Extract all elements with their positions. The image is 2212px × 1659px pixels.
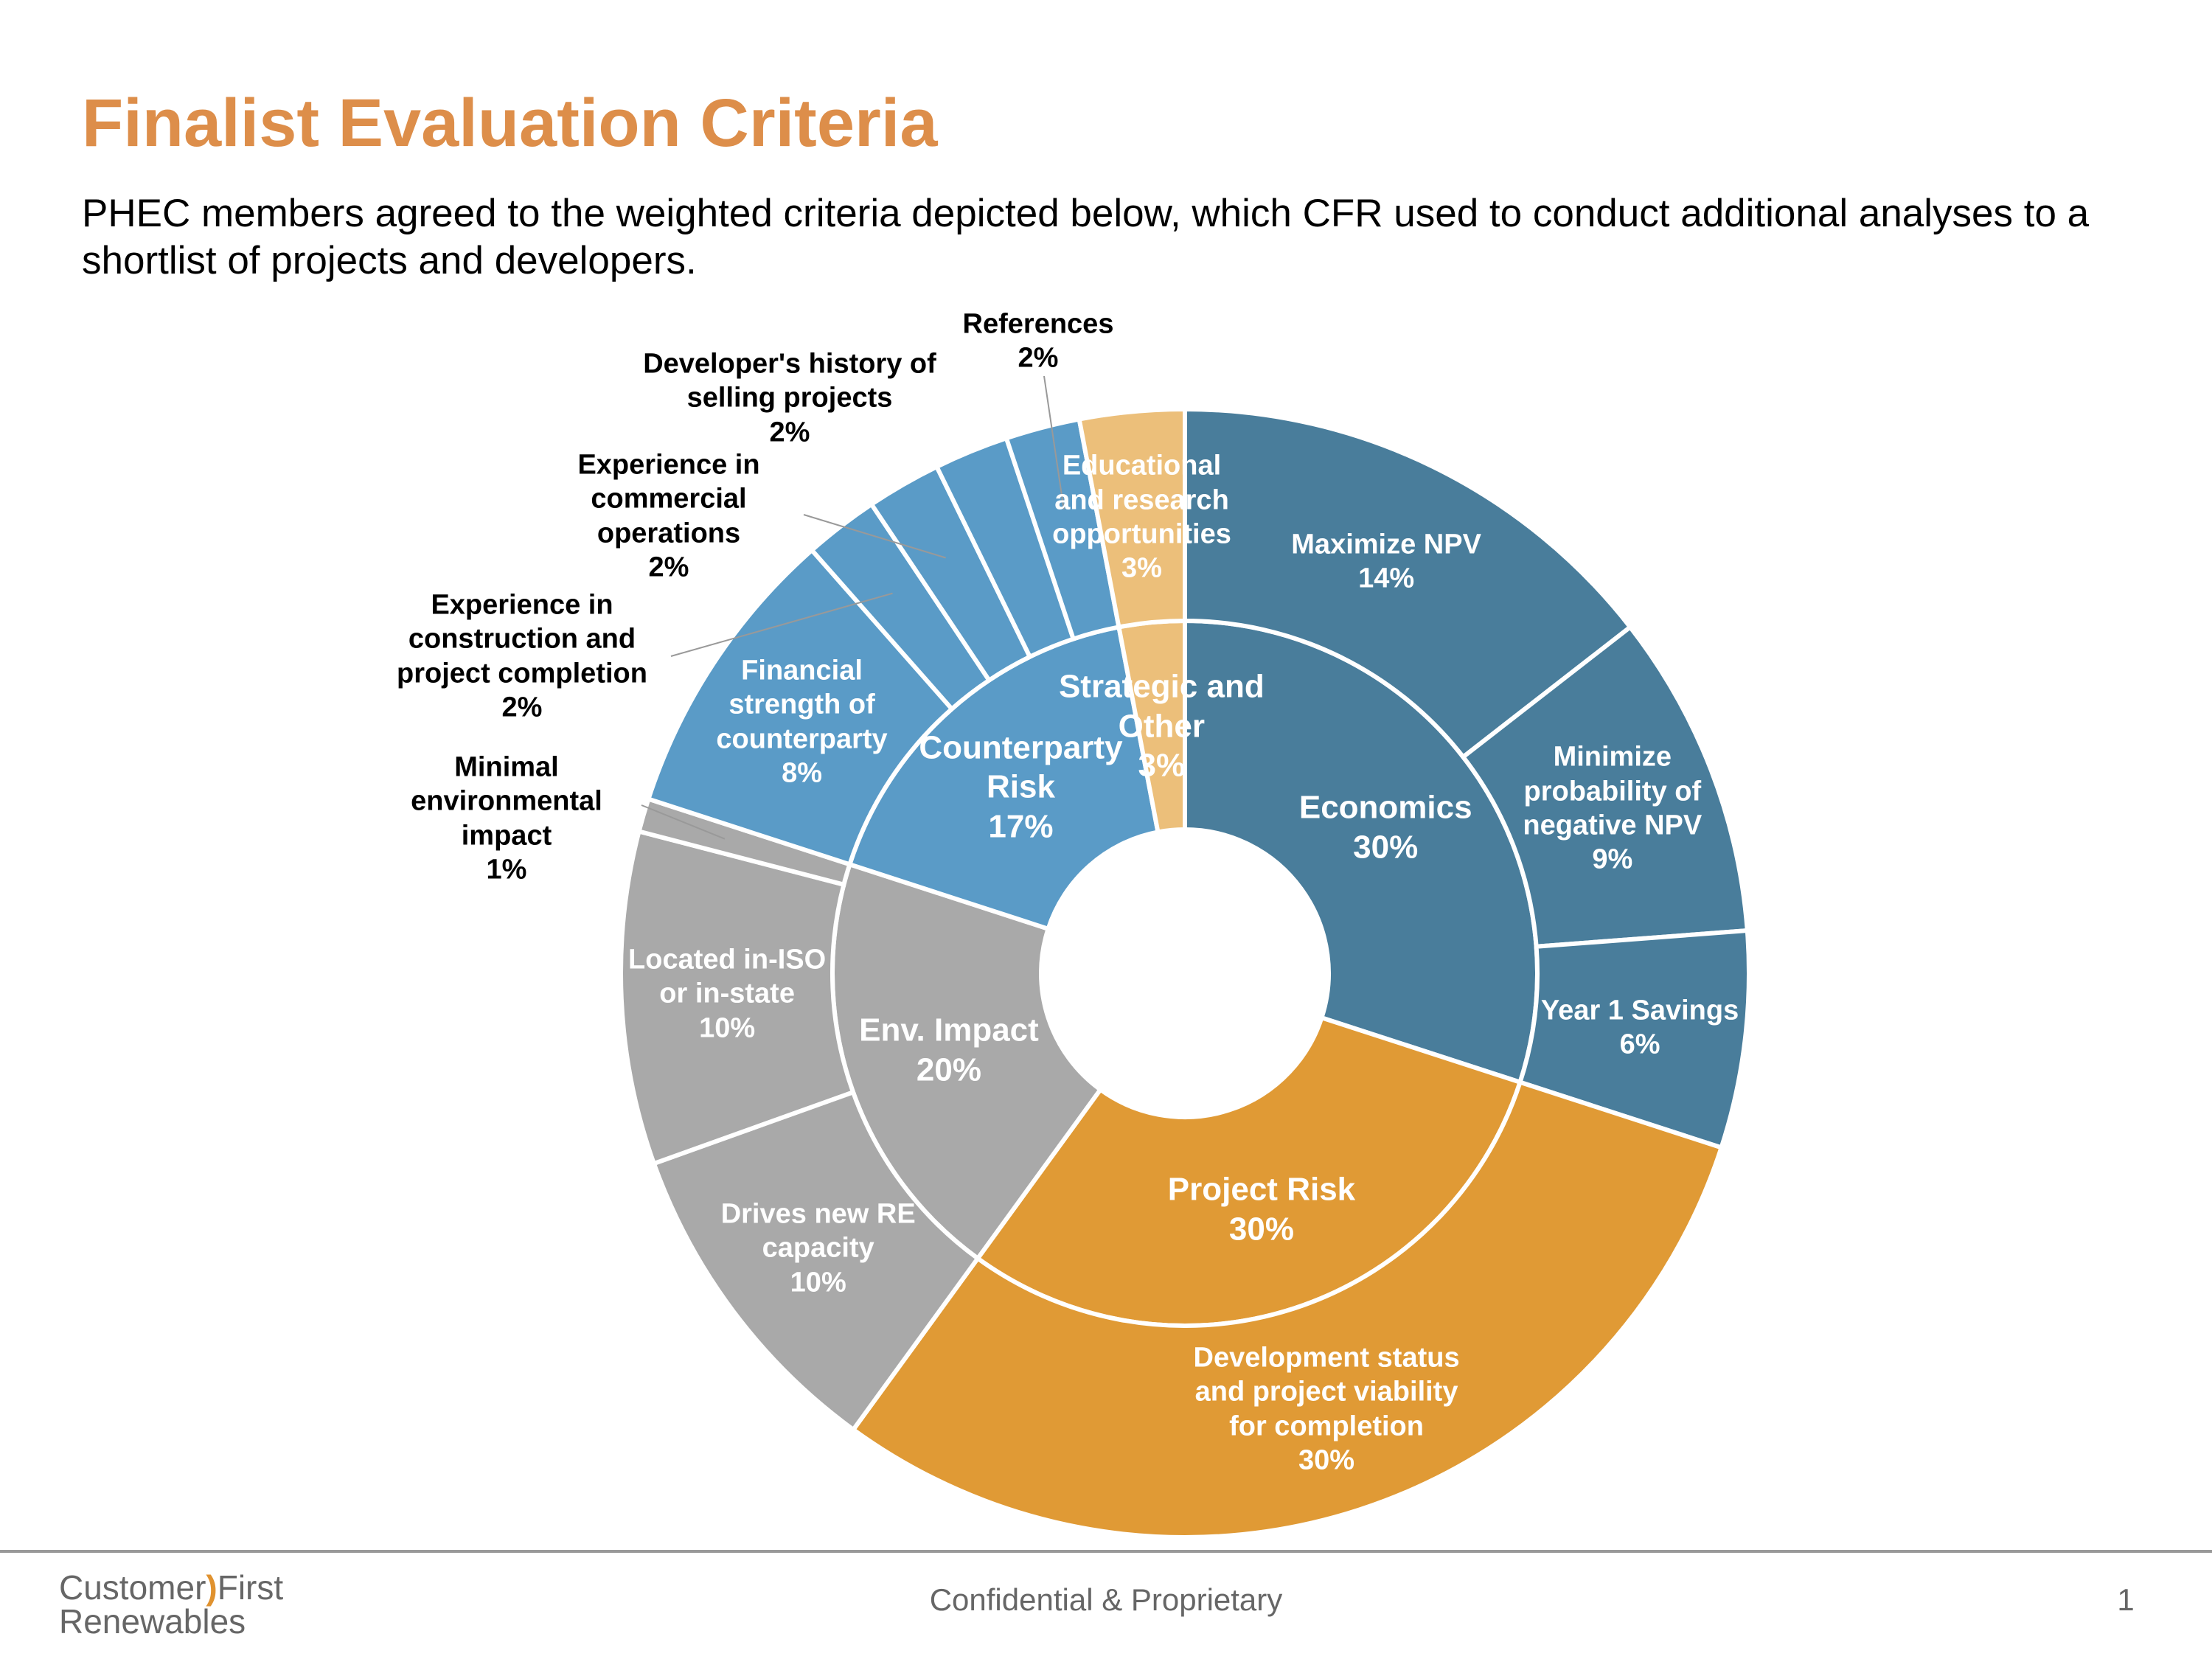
- value-label: 2%: [648, 552, 689, 583]
- logo-text: Renewables: [59, 1602, 246, 1641]
- category-label: Development status and project viability…: [1193, 1342, 1460, 1442]
- category-label: Financial strength of counterparty: [716, 655, 888, 754]
- inner-label: Strategic and Other 3%: [1058, 667, 1265, 785]
- category-label: Minimal environmental impact: [411, 751, 602, 851]
- leader-line: [1043, 375, 1065, 510]
- logo-text: First: [217, 1568, 284, 1607]
- page-number: 1: [2117, 1582, 2135, 1617]
- outer-slice: [850, 1079, 1725, 1540]
- inner-label: Counterparty Risk 17%: [917, 728, 1124, 846]
- category-label: Located in-ISO or in-state: [628, 944, 827, 1009]
- outer-label: Experience in commercial operations 2%: [558, 448, 779, 584]
- outer-label: Drives new RE capacity 10%: [712, 1197, 925, 1299]
- value-label: 30%: [1228, 1211, 1294, 1248]
- category-label: Developer's history of selling projects: [643, 348, 936, 414]
- leader-line: [670, 592, 893, 657]
- outer-label: Experience in construction and project c…: [375, 588, 669, 724]
- inner-label: Economics 30%: [1282, 788, 1489, 867]
- value-label: 9%: [1592, 844, 1633, 875]
- category-label: Year 1 Savings: [1540, 995, 1739, 1026]
- outer-slice: [1077, 406, 1187, 630]
- outer-label: Minimize probability of negative NPV 9%: [1506, 740, 1719, 877]
- value-label: 10%: [790, 1266, 846, 1298]
- category-label: Env. Impact: [859, 1012, 1039, 1048]
- subtitle: PHEC members agreed to the weighted crit…: [82, 192, 2090, 282]
- leader-line: [803, 514, 946, 559]
- outer-label: References 2%: [942, 307, 1134, 376]
- category-label: Drives new RE capacity: [720, 1198, 916, 1264]
- value-label: 17%: [988, 808, 1054, 845]
- outer-label: Maximize NPV 14%: [1279, 527, 1493, 596]
- category-label: Experience in commercial operations: [577, 449, 760, 549]
- category-label: Experience in construction and project c…: [397, 589, 647, 689]
- value-label: 30%: [1353, 829, 1419, 866]
- outer-label: Located in-ISO or in-state 10%: [620, 942, 834, 1045]
- category-label: Strategic and Other: [1058, 668, 1265, 745]
- outer-label: Educational and research opportunities 3%: [1035, 449, 1249, 585]
- category-label: Educational and research opportunities: [1052, 450, 1231, 550]
- outer-label: Financial strength of counterparty 8%: [695, 653, 909, 790]
- outer-label: Year 1 Savings 6%: [1533, 994, 1747, 1062]
- title: Finalist Evaluation Criteria: [82, 86, 938, 161]
- leader-line: [641, 804, 726, 840]
- value-label: 3%: [1121, 552, 1162, 584]
- footer-note: Confidential & Proprietary: [929, 1582, 1283, 1617]
- logo-text: Customer: [59, 1568, 206, 1607]
- value-label: 2%: [769, 417, 810, 448]
- inner-label: Env. Impact 20%: [846, 1010, 1052, 1089]
- value-label: 10%: [699, 1012, 756, 1044]
- outer-label: Minimal environmental impact 1%: [385, 750, 628, 886]
- value-label: 3%: [1138, 747, 1186, 784]
- logo: Customer)First Renewables: [59, 1571, 283, 1638]
- category-label: References: [962, 308, 1114, 340]
- value-label: 30%: [1298, 1444, 1355, 1476]
- value-label: 1%: [486, 854, 527, 886]
- category-label: Project Risk: [1167, 1171, 1356, 1208]
- logo-mark: ): [206, 1568, 218, 1607]
- value-label: 2%: [501, 692, 543, 723]
- value-label: 14%: [1358, 563, 1415, 594]
- value-label: 6%: [1619, 1029, 1660, 1060]
- category-label: Maximize NPV: [1291, 529, 1481, 560]
- inner-label: Project Risk 30%: [1158, 1169, 1365, 1248]
- category-label: Minimize probability of negative NPV: [1523, 741, 1703, 841]
- outer-label: Development status and project viability…: [1179, 1340, 1474, 1477]
- outer-slice: [1183, 406, 1634, 760]
- value-label: 8%: [782, 757, 822, 789]
- value-label: 20%: [916, 1051, 981, 1088]
- outer-label: Developer's history of selling projects 2…: [613, 347, 967, 449]
- category-label: Economics: [1298, 789, 1472, 826]
- category-label: Counterparty Risk: [919, 729, 1123, 805]
- value-label: 2%: [1018, 343, 1059, 374]
